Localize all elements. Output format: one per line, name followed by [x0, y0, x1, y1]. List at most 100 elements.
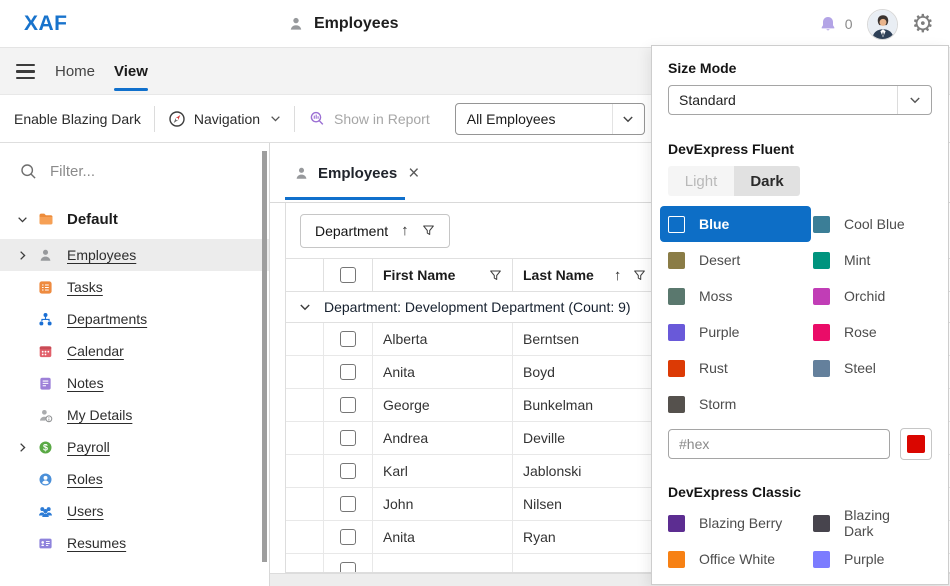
color-swatch [668, 323, 685, 341]
group-row-development-department[interactable]: Department: Development Department (Coun… [286, 292, 950, 323]
color-swatch [668, 359, 685, 377]
view-selector-dropdown[interactable]: All Employees [454, 102, 645, 135]
theme-color-steel[interactable]: Steel [813, 350, 932, 386]
sidebar-group-default[interactable]: Default [0, 199, 269, 239]
table-row[interactable]: George Bunkelman [286, 389, 950, 422]
color-swatch [813, 550, 830, 568]
table-row[interactable]: Alberta Berntsen [286, 323, 950, 356]
color-swatch [813, 514, 830, 532]
sort-ascending-icon[interactable]: ↑ [401, 222, 409, 239]
theme-color-cool-blue[interactable]: Cool Blue [813, 206, 932, 242]
filter-row [0, 143, 269, 194]
first-name-cell: Andrea [373, 422, 513, 454]
sidebar-item-payroll[interactable]: $ Payroll [0, 431, 269, 463]
theme-color-storm[interactable]: Storm [668, 386, 813, 422]
chevron-down-icon [897, 86, 931, 114]
theme-color-orchid[interactable]: Orchid [813, 278, 932, 314]
gear-icon[interactable]: ⚙ [911, 9, 934, 38]
theme-color-blue[interactable]: Blue [660, 206, 813, 242]
theme-color-rose[interactable]: Rose [813, 314, 932, 350]
row-checkbox[interactable] [340, 463, 356, 479]
tab-view[interactable]: View [114, 48, 148, 95]
color-label: Blazing Berry [699, 515, 783, 531]
first-name-cell [373, 554, 513, 572]
enable-blazing-dark-button[interactable]: Enable Blazing Dark [14, 110, 141, 127]
sort-ascending-icon[interactable]: ↑ [613, 266, 622, 284]
show-in-report-button[interactable]: Show in Report [308, 110, 430, 128]
first-name-column-header[interactable]: First Name [373, 259, 513, 291]
table-row[interactable]: Anita Ryan [286, 521, 950, 554]
apply-hex-color-button[interactable] [900, 428, 932, 460]
first-name-cell: Karl [373, 455, 513, 487]
theme-color-office-white[interactable]: Office White [668, 541, 813, 577]
sidebar-item-label: Calendar [67, 343, 124, 359]
expand-cell [286, 356, 324, 388]
sidebar-item-users[interactable]: Users [0, 495, 269, 527]
theme-color-purple[interactable]: Purple [813, 541, 932, 577]
sidebar-item-departments[interactable]: Departments [0, 303, 269, 335]
filter-funnel-icon[interactable] [489, 269, 502, 282]
table-row[interactable]: Anita Boyd [286, 356, 950, 389]
filter-funnel-icon[interactable] [633, 269, 646, 282]
row-checkbox-cell [324, 521, 373, 553]
tab-home[interactable]: Home [55, 63, 96, 80]
chevron-down-icon[interactable] [286, 301, 324, 313]
sidebar-item-tasks[interactable]: Tasks [0, 271, 269, 303]
last-name-column-header[interactable]: Last Name ↑ [513, 259, 950, 291]
hamburger-menu-icon[interactable] [16, 64, 35, 83]
sidebar-item-resumes[interactable]: Resumes [0, 527, 269, 559]
table-row[interactable]: John Nilsen [286, 488, 950, 521]
color-swatch [668, 550, 685, 568]
theme-color-moss[interactable]: Moss [668, 278, 813, 314]
select-all-checkbox[interactable] [340, 267, 356, 283]
filter-input[interactable] [50, 163, 230, 180]
theme-color-blazing-berry[interactable]: Blazing Berry [668, 505, 813, 541]
theme-color-rust[interactable]: Rust [668, 350, 813, 386]
row-checkbox[interactable] [340, 331, 356, 347]
row-checkbox[interactable] [340, 397, 356, 413]
sidebar-item-roles[interactable]: Roles [0, 463, 269, 495]
hex-color-input[interactable] [668, 429, 890, 459]
sidebar-item-label: Resumes [67, 535, 127, 551]
row-checkbox[interactable] [340, 364, 356, 380]
light-mode-button[interactable]: Light [668, 166, 734, 196]
sidebar-scrollbar[interactable] [262, 151, 267, 562]
sidebar-item-label: Employees [67, 247, 137, 263]
theme-color-purple[interactable]: Purple [668, 314, 813, 350]
dark-mode-button[interactable]: Dark [734, 166, 800, 196]
row-checkbox[interactable] [340, 496, 356, 512]
first-name-cell: Anita [373, 521, 513, 553]
table-row[interactable]: Karl Jablonski [286, 455, 950, 488]
color-swatch [668, 215, 685, 233]
tab-employees[interactable]: Employees × [285, 143, 419, 203]
expand-cell [286, 554, 324, 572]
close-icon[interactable]: × [408, 162, 420, 184]
table-row[interactable]: Andrea Deville [286, 422, 950, 455]
row-checkbox[interactable] [340, 529, 356, 545]
row-checkbox[interactable] [340, 562, 356, 572]
users-icon [37, 504, 54, 519]
notes-icon [37, 376, 54, 391]
notifications-button[interactable]: 0 [819, 15, 853, 34]
color-label: Rose [844, 324, 877, 340]
sidebar-item-mydetails[interactable]: My Details [0, 399, 269, 431]
color-label: Purple [844, 551, 885, 567]
sidebar-item-calendar[interactable]: Calendar [0, 335, 269, 367]
table-row[interactable] [286, 554, 950, 572]
size-mode-dropdown[interactable]: Standard [668, 85, 932, 115]
sidebar-item-employees[interactable]: Employees [0, 239, 269, 271]
xaf-logo[interactable]: XAF [24, 12, 68, 35]
group-by-department-chip[interactable]: Department ↑ [300, 213, 450, 248]
sidebar-group-label: Default [67, 210, 118, 228]
sidebar-item-notes[interactable]: Notes [0, 367, 269, 399]
theme-color-blazing-dark[interactable]: Blazing Dark [813, 505, 932, 541]
navigation-tree: Default Employees Tasks Departments Calenda… [0, 199, 269, 559]
user-avatar[interactable] [866, 8, 898, 40]
chevron-down-icon [270, 113, 281, 124]
row-checkbox[interactable] [340, 430, 356, 446]
navigation-button[interactable]: Navigation [168, 110, 281, 128]
theme-color-mint[interactable]: Mint [813, 242, 932, 278]
filter-funnel-icon[interactable] [422, 224, 435, 237]
first-name-cell: Alberta [373, 323, 513, 355]
theme-color-desert[interactable]: Desert [668, 242, 813, 278]
